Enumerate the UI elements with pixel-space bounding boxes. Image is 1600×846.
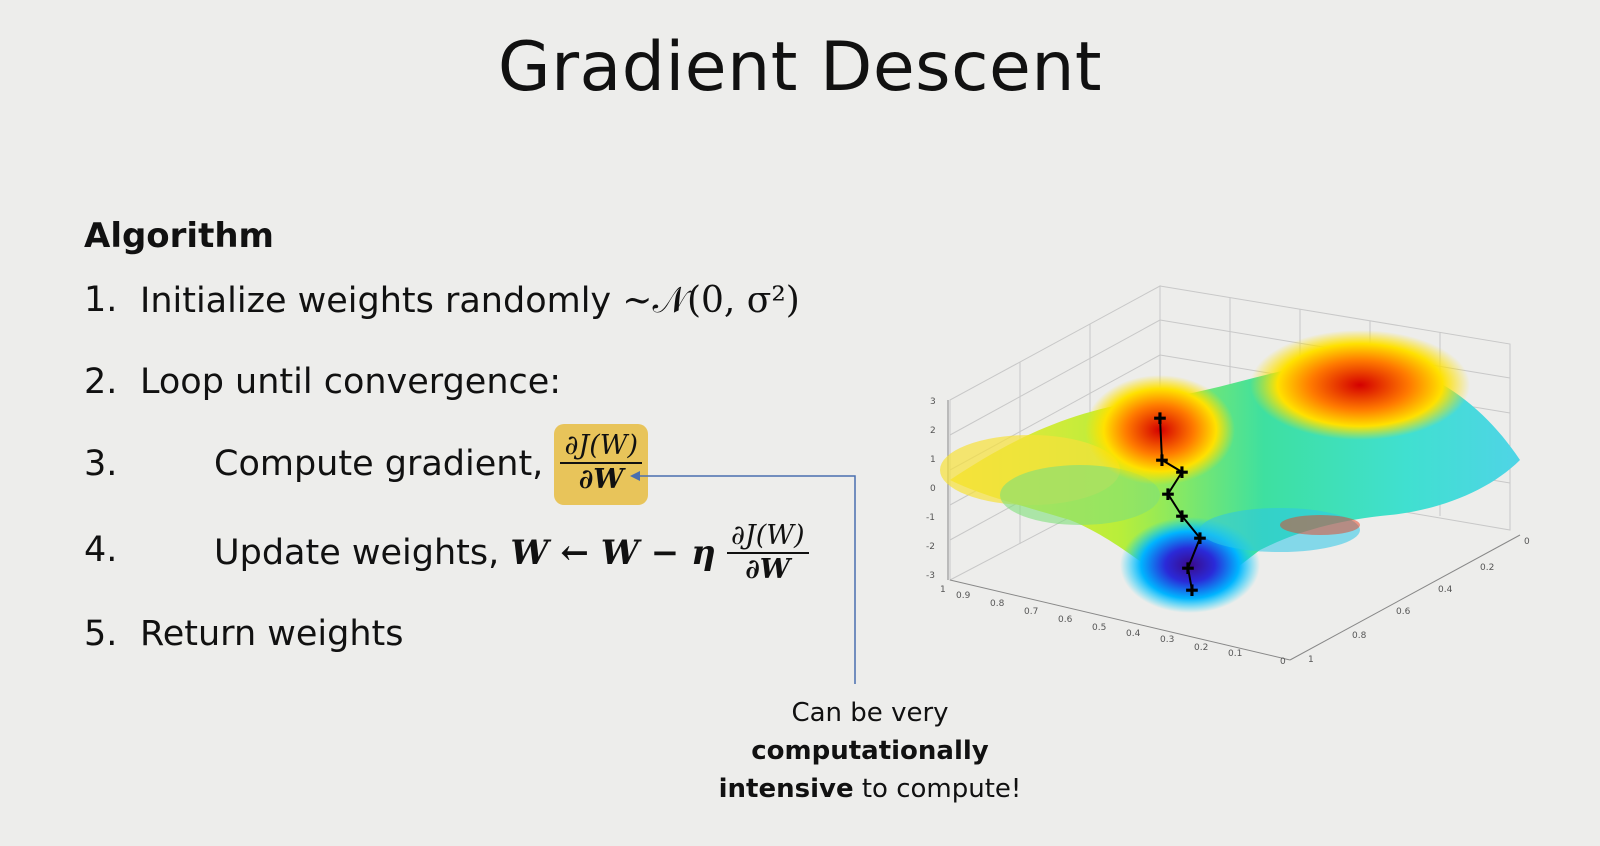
x-tick: 0.1 (1228, 649, 1242, 659)
z-tick: 1 (930, 455, 936, 465)
note-bold-2: intensive (718, 774, 854, 804)
z-tick: 3 (930, 397, 936, 407)
descent-marker: ✚ (1155, 451, 1168, 470)
note-rest: to compute! (853, 774, 1022, 804)
note-line-3: intensive to compute! (700, 770, 1040, 808)
surface-valley-left (1000, 465, 1160, 525)
descent-markers: ✚ ✚ ✚ ✚ ✚ ✚ ✚ ✚ (1153, 409, 1206, 600)
surface-plot-svg: ✚ ✚ ✚ ✚ ✚ ✚ ✚ ✚ 3 2 1 0 -1 -2 -3 1 0.9 0… (926, 285, 1530, 667)
y-tick: 0 (1524, 537, 1530, 547)
surface-peak-right (1250, 330, 1470, 440)
slide-title: Gradient Descent (497, 28, 1103, 107)
x-tick: 0.3 (1160, 635, 1174, 645)
fraction-numerator: ∂J(W) (564, 430, 639, 461)
step-4-content: Update weights, W ← W − η ∂J(W) ∂W (214, 520, 809, 587)
z-tick: 0 (930, 484, 936, 494)
y-tick: 1 (1308, 655, 1314, 665)
x-tick: 0.8 (990, 599, 1005, 609)
descent-path (1159, 417, 1202, 591)
x-tick: 0.7 (1024, 607, 1038, 617)
fraction-numerator: ∂J(W) (730, 520, 805, 551)
z-tick: 2 (930, 426, 936, 436)
x-tick: 0.2 (1194, 643, 1208, 653)
step-math: ~𝒩(0, σ²) (622, 280, 800, 321)
gradient-fraction-highlight: ∂J(W) ∂W (554, 424, 649, 505)
step-text: Initialize weights randomly (140, 281, 612, 321)
step-3-content: Compute gradient, ∂J(W) ∂W (214, 424, 649, 505)
x-tick: 0.6 (1058, 615, 1073, 625)
plot-axes (947, 400, 1521, 661)
update-rule: W ← W − η (510, 533, 716, 574)
x-tick: 0.4 (1126, 629, 1141, 639)
note-line-2: computationally (700, 732, 1040, 770)
descent-marker: ✚ (1193, 529, 1206, 548)
y-tick: 0.2 (1480, 563, 1494, 573)
step-number: 3. (84, 444, 118, 484)
z-tick: -2 (926, 542, 935, 552)
algorithm-heading: Algorithm (84, 216, 274, 256)
x-tick: 0.5 (1092, 623, 1106, 633)
descent-marker: ✚ (1175, 507, 1188, 526)
descent-marker: ✚ (1175, 463, 1188, 482)
fraction-denominator: ∂W (726, 552, 809, 586)
loss-surface-plot: ✚ ✚ ✚ ✚ ✚ ✚ ✚ ✚ 3 2 1 0 -1 -2 -3 1 0.9 0… (920, 280, 1550, 680)
update-fraction: ∂J(W) ∂W (726, 520, 809, 587)
step-text: Loop until convergence: (140, 362, 562, 402)
y-tick: 0.4 (1438, 585, 1453, 595)
z-tick: -1 (926, 513, 935, 523)
y-tick: 0.8 (1352, 631, 1367, 641)
step-text: Return weights (140, 614, 404, 654)
step-text: Update weights, (214, 533, 500, 574)
computation-note: Can be very computationally intensive to… (700, 694, 1040, 808)
y-tick: 0.6 (1396, 607, 1411, 617)
note-line-1: Can be very (791, 698, 949, 728)
descent-marker: ✚ (1161, 485, 1174, 504)
fraction-denominator: ∂W (560, 462, 643, 496)
step-number: 5. (84, 614, 118, 654)
x-tick: 0 (1280, 657, 1286, 667)
z-tick: -3 (926, 571, 935, 581)
descent-marker: ✚ (1185, 581, 1198, 600)
axis-tick-labels: 3 2 1 0 -1 -2 -3 1 0.9 0.8 0.7 0.6 0.5 0… (926, 397, 1530, 667)
note-bold-1: computationally (751, 736, 989, 766)
surface-fold-right (1280, 515, 1360, 535)
x-tick: 0.9 (956, 591, 971, 601)
step-number: 4. (84, 530, 118, 570)
descent-marker: ✚ (1181, 559, 1194, 578)
x-tick: 1 (940, 585, 946, 595)
step-text: Compute gradient, (214, 444, 544, 485)
descent-marker: ✚ (1153, 409, 1166, 428)
step-content: Initialize weights randomly ~𝒩(0, σ²) (140, 280, 800, 322)
step-number: 2. (84, 362, 118, 402)
step-number: 1. (84, 280, 118, 320)
